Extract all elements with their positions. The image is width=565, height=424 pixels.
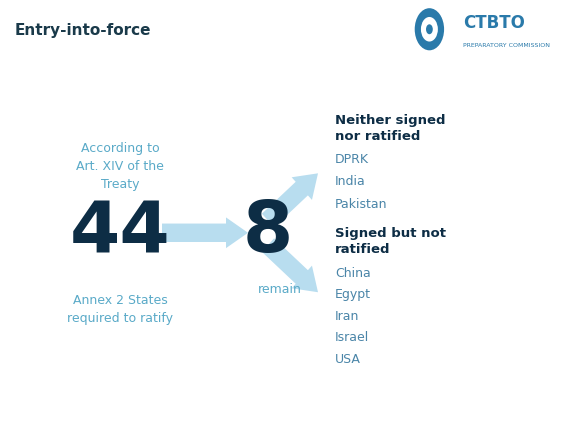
Text: Neither signed
nor ratified: Neither signed nor ratified [335,114,445,143]
Text: DPRK: DPRK [335,153,369,166]
Text: China: China [335,267,371,279]
Ellipse shape [415,8,444,50]
Text: 8: 8 [243,198,293,267]
Text: Annex 2 States
required to ratify: Annex 2 States required to ratify [67,294,173,325]
Text: Iran: Iran [335,310,359,323]
Text: According to
Art. XIV of the
Treaty: According to Art. XIV of the Treaty [76,142,164,191]
Text: Egypt: Egypt [335,288,371,301]
FancyArrow shape [162,218,248,248]
Text: PREPARATORY COMMISSION: PREPARATORY COMMISSION [463,43,550,48]
Ellipse shape [421,17,438,42]
Text: 44: 44 [69,198,171,267]
Text: Signed but not
ratified: Signed but not ratified [335,226,446,256]
Text: India: India [335,176,366,188]
Text: CTBTO: CTBTO [463,14,525,32]
Text: USA: USA [335,353,361,366]
Text: Israel: Israel [335,331,370,344]
Text: Pakistan: Pakistan [335,198,388,211]
Ellipse shape [426,24,433,34]
Text: remain: remain [258,283,302,296]
Text: Entry-into-force: Entry-into-force [14,23,151,38]
FancyArrow shape [262,238,318,292]
FancyArrow shape [262,173,318,227]
